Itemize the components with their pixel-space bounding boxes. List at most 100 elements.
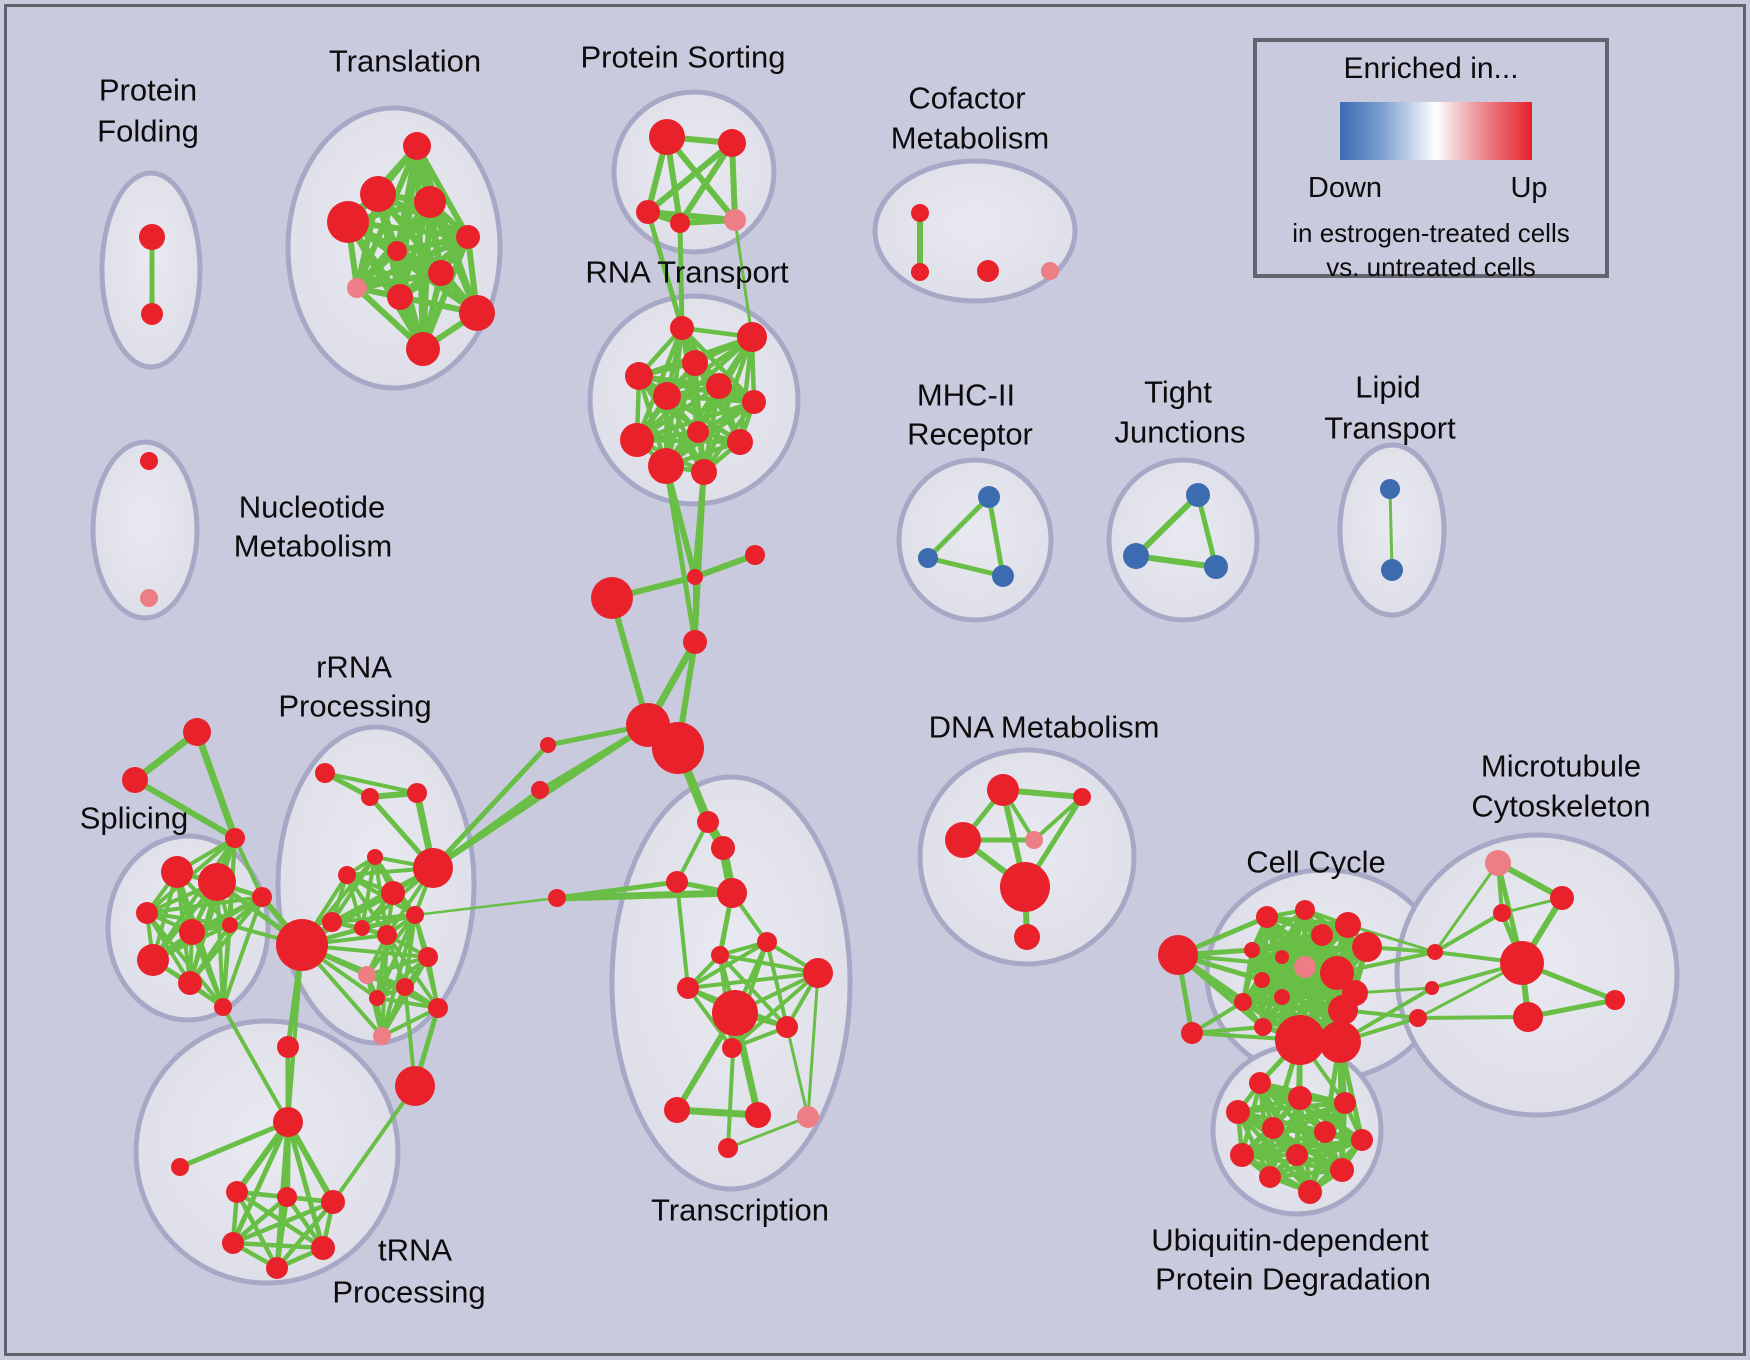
network-node [428,260,454,286]
network-node [354,920,370,936]
network-node [406,332,440,366]
network-node [711,946,729,964]
network-edge [193,728,239,842]
network-node [1186,483,1210,507]
cluster-label-trna-processing: Processing [332,1275,485,1310]
network-node [649,119,685,155]
network-edge [380,913,417,1038]
network-edge [274,1199,336,1271]
cluster-label-ubiquitin-degradation: Protein Degradation [1155,1262,1431,1297]
network-node [322,912,342,932]
network-edge [1133,553,1219,570]
network-node [395,1066,435,1106]
network-node [373,1027,391,1045]
cluster-label-mhc-ii-receptor: Receptor [907,417,1033,452]
network-node [911,263,929,281]
network-node [1259,1166,1281,1188]
cluster-label-cofactor-metabolism: Cofactor [908,81,1025,116]
legend-box: Enriched in... Down Up in estrogen-treat… [1253,38,1609,282]
network-node [718,129,746,157]
network-node [706,373,732,399]
cluster-label-mhc-ii-receptor: MHC-II [917,378,1015,413]
network-edge [663,463,698,645]
network-edge [151,895,264,962]
network-edge [190,930,225,1009]
cluster-label-tight-junctions: Junctions [1115,415,1246,450]
network-node [670,316,694,340]
network-edge [1261,933,1324,1029]
network-node [347,278,367,298]
network-node [620,423,654,457]
network-node [648,448,684,484]
legend-up-label: Up [1510,172,1548,204]
network-node [266,1257,288,1279]
network-edge [286,943,304,1124]
network-node [625,362,653,390]
network-node [252,887,272,907]
cluster-label-transcription: Transcription [651,1193,829,1228]
cluster-label-microtubule-cytoskeleton: Cytoskeleton [1471,789,1650,824]
network-node [1288,1086,1312,1110]
network-edge [233,836,264,899]
network-node [1181,1022,1203,1044]
network-node [977,260,999,282]
network-node [757,932,777,952]
network-node [1244,942,1260,958]
network-edge [1250,933,1324,952]
legend-gradient-bar [1340,102,1532,160]
cluster-label-cell-cycle: Cell Cycle [1246,845,1386,880]
network-edge [221,1005,290,1124]
network-node [540,737,556,753]
cluster-labels: Protein Folding Translation Protein Sorting… [80,40,1651,1310]
network-edge [360,855,377,930]
cluster-label-rrna-processing: rRNA [316,650,392,685]
network-node [222,1232,244,1254]
network-node [691,459,717,485]
network-node [687,569,703,585]
cluster-label-translation: Translation [329,44,481,79]
network-node [198,863,236,901]
network-node [548,889,566,907]
network-nodes [122,119,1625,1279]
network-edge [677,140,735,226]
network-node [1351,1129,1373,1151]
network-edge [634,325,685,443]
network-edge [285,1119,336,1205]
network-node [911,204,929,222]
network-edge [718,953,789,1029]
network-node [1000,862,1050,912]
network-node [987,774,1019,806]
network-node [1334,1092,1356,1114]
network-node [1425,981,1439,995]
network-edge [234,1189,280,1271]
network-edge [726,1115,810,1150]
network-edge [692,552,758,580]
network-edge [1267,1137,1365,1180]
network-edge [285,1119,326,1251]
network-node [407,783,427,803]
network-node [687,421,709,443]
network-node [137,944,169,976]
network-edge [132,777,238,841]
cluster-label-nucleotide-metabolism: Metabolism [234,529,393,564]
network-node [178,971,202,995]
network-edge [230,1199,336,1246]
network-edge [645,209,685,331]
network-node [1320,956,1354,990]
network-node [652,722,704,774]
cluster-label-lipid-transport: Lipid [1355,370,1421,405]
network-node [377,925,397,945]
network-edge [634,399,757,443]
network-edge [664,393,757,405]
network-node [636,200,660,224]
network-node [653,382,681,410]
network-node [1427,944,1443,960]
network-node [406,906,424,924]
network-node [1513,1002,1543,1032]
cluster-ellipse-nucleotide-metabolism [90,439,200,621]
network-node [1014,924,1040,950]
network-edge [230,1119,291,1246]
network-node [387,241,407,261]
network-node [1204,555,1228,579]
